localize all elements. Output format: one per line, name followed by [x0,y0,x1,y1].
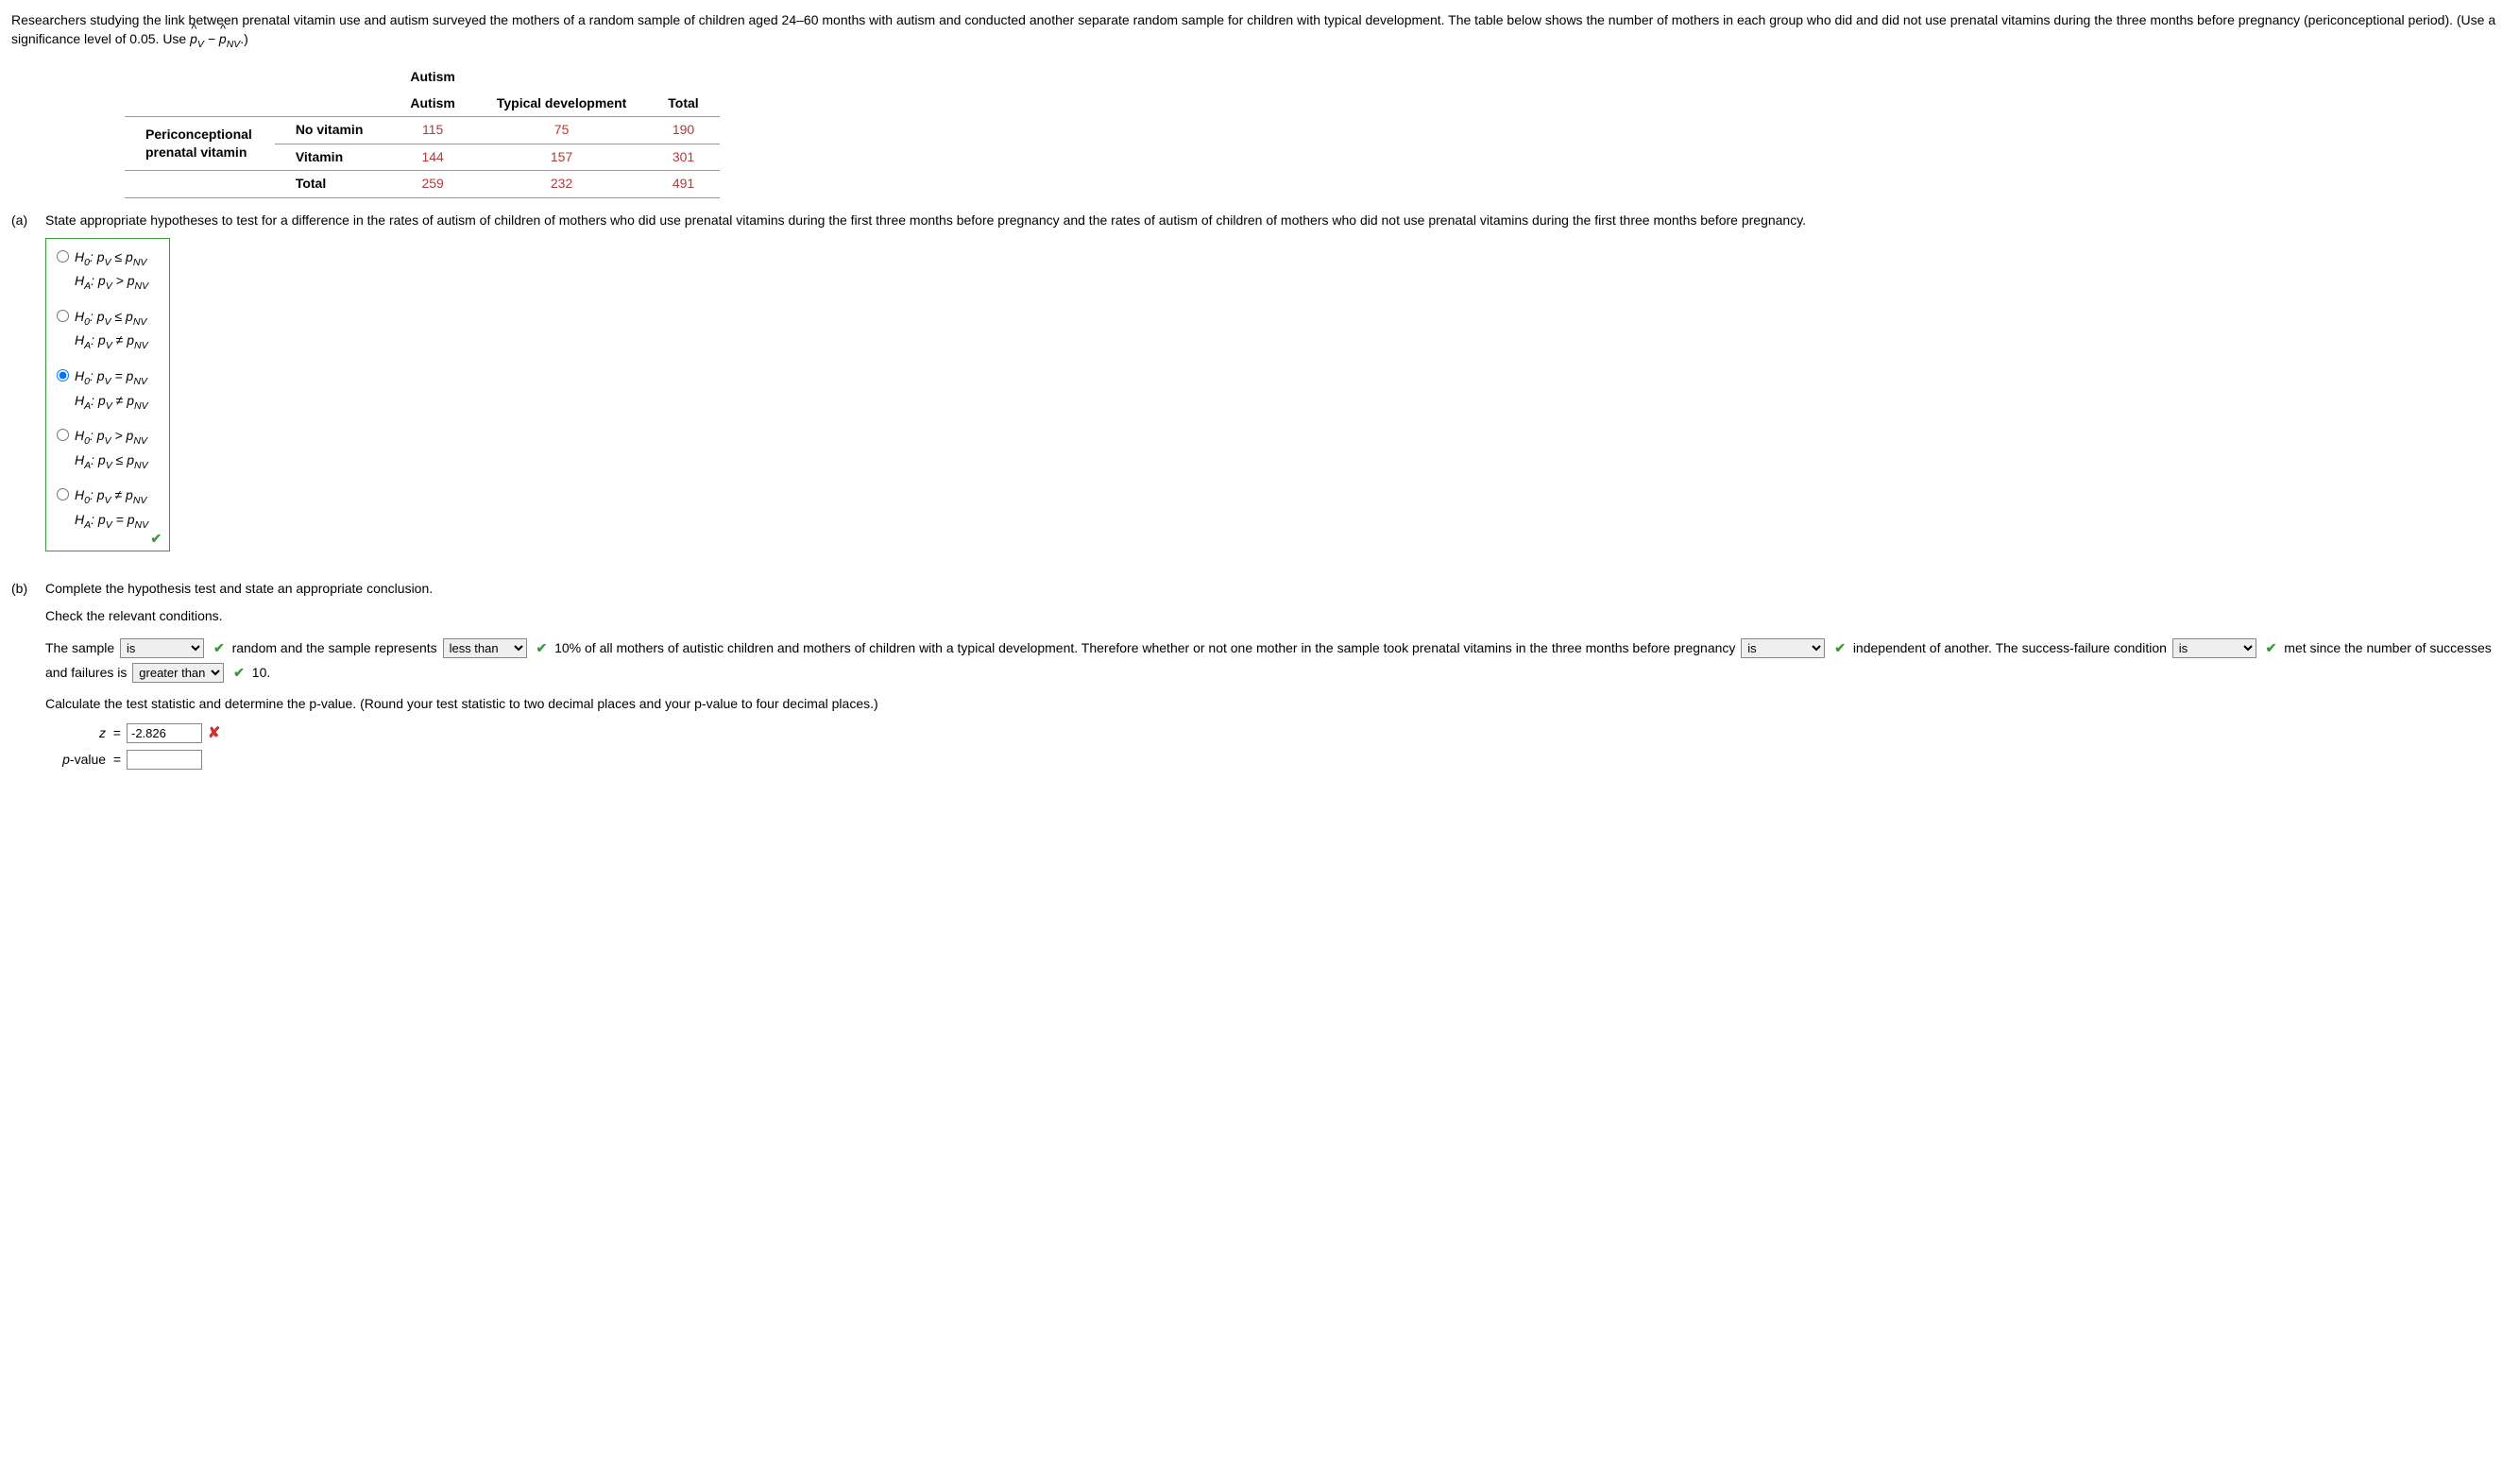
part-a-prompt: State appropriate hypotheses to test for… [45,212,2509,230]
cell: 491 [647,171,719,198]
z-input[interactable] [127,723,202,743]
hypothesis-radio-group: H0: pV ≤ pNVHA: pV > pNV H0: pV ≤ pNVHA: … [45,238,170,551]
select-independent[interactable]: ---Select---isis not [1741,638,1825,658]
conditions-paragraph: The sample ---Select---isis not ✔ random… [45,636,2509,686]
x-icon: ✘ [208,723,220,744]
row-vitamin: Vitamin [275,144,390,171]
pvalue-input[interactable] [127,750,202,770]
select-sf-condition[interactable]: ---Select---isis not [2172,638,2256,658]
select-compare10[interactable]: ---Select---greater thanless than [132,663,224,683]
hypothesis-option-1: H0: pV ≤ pNVHA: pV ≠ pNV [75,306,148,354]
cell: 259 [389,171,475,198]
autism-table: Autism Autism Typical development Total … [125,64,720,198]
check-icon: ✔ [213,636,225,661]
hypothesis-radio-0[interactable] [57,250,69,263]
cell: 115 [389,117,475,144]
hypothesis-option-0: H0: pV ≤ pNVHA: pV > pNV [75,246,148,295]
cell: 232 [476,171,647,198]
cell: 301 [647,144,719,171]
check-icon: ✔ [2266,636,2277,661]
hypothesis-option-4: H0: pV ≠ pNVHA: pV = pNV [75,484,148,533]
part-a-label: (a) [11,212,45,567]
row-total: Total [275,171,390,198]
hypothesis-option-2: H0: pV = pNVHA: pV ≠ pNV [75,365,148,414]
hypothesis-radio-1[interactable] [57,310,69,322]
hypothesis-radio-3[interactable] [57,429,69,441]
hypothesis-radio-4[interactable] [57,488,69,500]
side-header: Periconceptional prenatal vitamin [125,117,275,171]
col-typical: Typical development [476,91,647,117]
part-b-prompt: Complete the hypothesis test and state a… [45,580,2509,599]
cell: 75 [476,117,647,144]
select-sample-is[interactable]: ---Select---isis not [120,638,204,658]
hypothesis-radio-2[interactable] [57,369,69,381]
intro-part2: .) [240,31,248,46]
cell: 157 [476,144,647,171]
check-conditions-heading: Check the relevant conditions. [45,607,2509,626]
hypothesis-option-3: H0: pV > pNVHA: pV ≤ pNV [75,425,148,473]
calc-prompt: Calculate the test statistic and determi… [45,695,2509,714]
check-icon: ✔ [1834,636,1846,661]
cell: 144 [389,144,475,171]
intro-part1: Researchers studying the link between pr… [11,12,2495,46]
check-icon: ✔ [536,636,547,661]
intro-paragraph: Researchers studying the link between pr… [11,11,2509,51]
part-b-label: (b) [11,580,45,775]
select-represents[interactable]: ---Select---less thanmore than [443,638,527,658]
col-total: Total [647,91,719,117]
check-icon: ✔ [233,660,245,686]
col-autism: Autism [389,91,475,117]
table-super-header: Autism [389,64,475,91]
cell: 190 [647,117,719,144]
formula-pv-pnv: pV − pNV [190,31,240,46]
check-icon: ✔ [150,530,162,549]
row-no-vitamin: No vitamin [275,117,390,144]
